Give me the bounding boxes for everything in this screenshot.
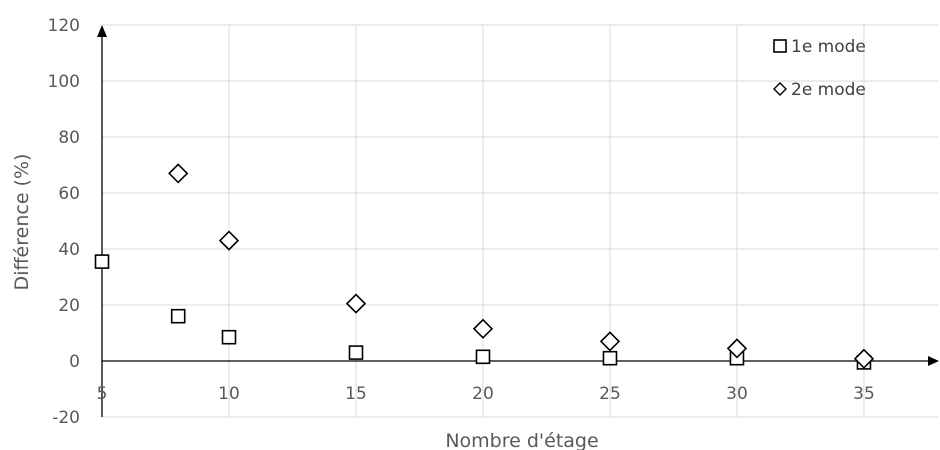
square-marker <box>221 329 237 345</box>
y-tick-label: -20 <box>52 408 80 428</box>
y-tick-label: 80 <box>58 128 80 148</box>
diamond-marker <box>599 331 621 352</box>
square-marker <box>602 350 618 366</box>
y-tick-label: 120 <box>48 16 80 36</box>
legend-label: 1e mode <box>791 37 866 57</box>
x-axis-arrow <box>928 356 939 366</box>
x-tick-label: 25 <box>599 384 621 404</box>
square-marker <box>94 254 110 269</box>
diamond-marker <box>472 318 494 339</box>
diamond-marker <box>853 348 875 369</box>
square-marker <box>348 345 364 360</box>
square-marker <box>475 349 491 365</box>
x-tick-label: 35 <box>853 384 875 404</box>
diamond-marker <box>726 338 748 359</box>
y-axis-arrow <box>97 25 107 37</box>
x-tick-label: 20 <box>472 384 494 404</box>
diamond-marker <box>168 163 189 184</box>
x-axis-label: Nombre d'étage <box>445 430 598 450</box>
y-tick-label: 0 <box>69 352 80 372</box>
x-tick-label: 5 <box>97 384 108 404</box>
square-marker <box>170 308 186 324</box>
series-2 <box>168 163 875 369</box>
axes <box>97 25 939 417</box>
y-axis-label: Différence (%) <box>11 154 33 291</box>
legend-square-icon <box>773 39 787 53</box>
y-tick-labels: -20 0 20 40 60 80 100 120 <box>48 16 80 428</box>
y-tick-label: 20 <box>58 296 80 316</box>
legend-label: 2e mode <box>791 80 866 100</box>
diamond-marker <box>218 230 240 251</box>
data-points <box>94 163 875 370</box>
y-tick-label: 40 <box>58 240 80 260</box>
diamond-marker <box>345 293 367 314</box>
legend: 1e mode 2e mode <box>773 37 866 100</box>
x-tick-label: 10 <box>218 384 240 404</box>
legend-item: 2e mode <box>773 80 866 100</box>
x-tick-labels: 5 10 15 20 25 30 35 <box>97 384 875 404</box>
x-tick-label: 30 <box>726 384 748 404</box>
x-tick-label: 15 <box>345 384 367 404</box>
legend-item: 1e mode <box>773 37 866 57</box>
y-tick-label: 60 <box>58 184 80 204</box>
y-tick-label: 100 <box>48 72 80 92</box>
legend-diamond-icon <box>773 82 787 96</box>
